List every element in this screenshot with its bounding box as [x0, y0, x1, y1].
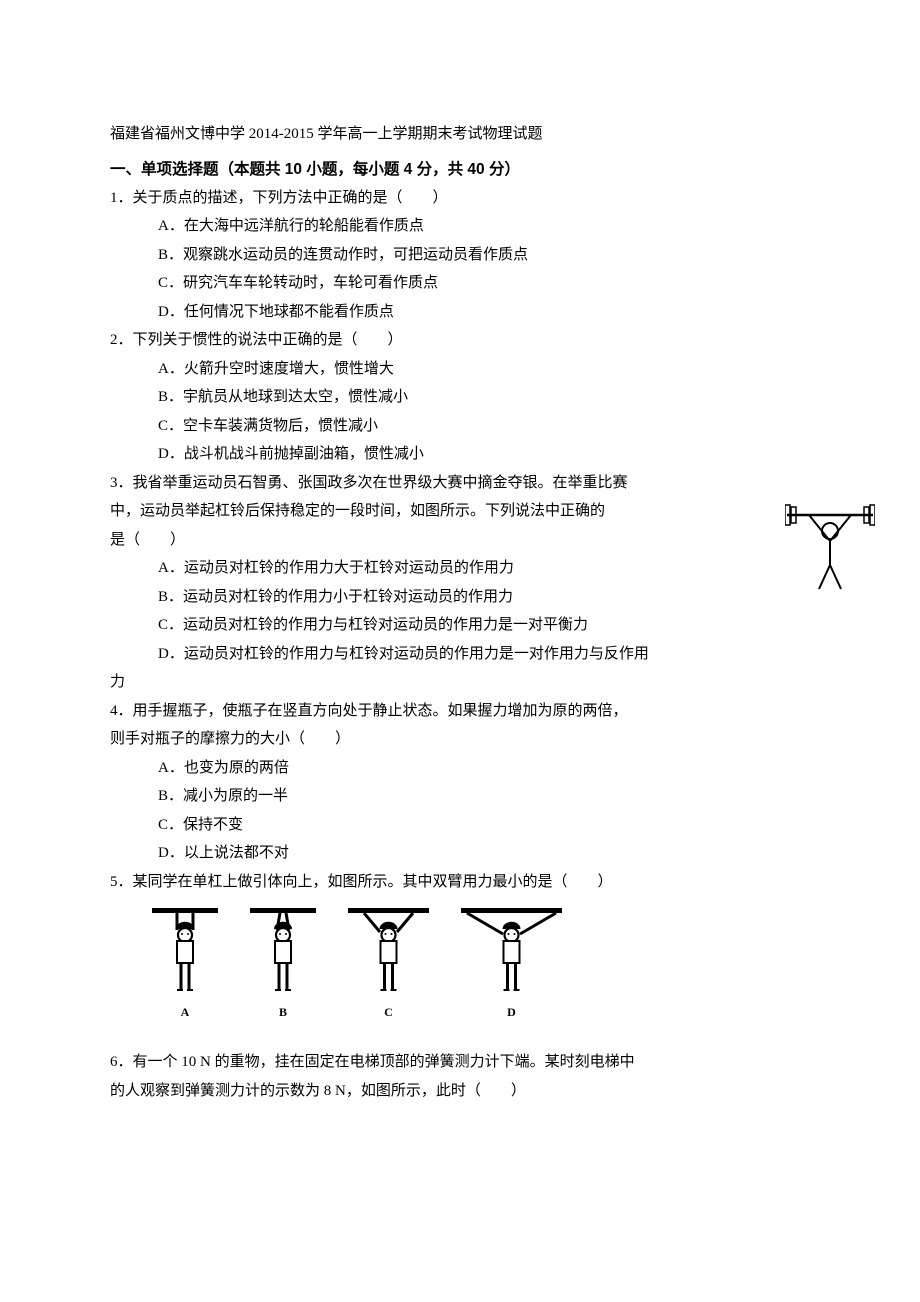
q4-option-c: C．保持不变 — [110, 811, 810, 840]
q3-option-d-line1: D．运动员对杠铃的作用力与杠铃对运动员的作用力是一对作用力与反作用 — [110, 640, 810, 669]
q2-option-b: B．宇航员从地球到达太空，惯性减小 — [110, 383, 810, 412]
q3-option-d-line2: 力 — [110, 668, 810, 697]
q3-stem-line1: 3．我省举重运动员石智勇、张国政多次在世界级大赛中摘金夺银。在举重比赛 — [110, 469, 810, 498]
exam-header: 福建省福州文博中学 2014-2015 学年高一上学期期末考试物理试题 — [110, 120, 810, 149]
q3-option-b: B．运动员对杠铃的作用力小于杠铃对运动员的作用力 — [110, 583, 810, 612]
q5-label-c: C — [384, 1001, 393, 1024]
q4-stem-line1: 4．用手握瓶子，使瓶子在竖直方向处于静止状态。如果握力增加为原的两倍， — [110, 697, 810, 726]
exam-page: 福建省福州文博中学 2014-2015 学年高一上学期期末考试物理试题 一、单项… — [0, 0, 920, 1165]
q2-option-a: A．火箭升空时速度增大，惯性增大 — [110, 355, 810, 384]
q2-option-d: D．战斗机战斗前抛掉副油箱，惯性减小 — [110, 440, 810, 469]
q5-label-d: D — [507, 1001, 516, 1024]
q2-option-c: C．空卡车装满货物后，惯性减小 — [110, 412, 810, 441]
q5-figure-c: C — [346, 902, 431, 1024]
q3-wrapper: 3．我省举重运动员石智勇、张国政多次在世界级大赛中摘金夺银。在举重比赛 中，运动… — [110, 469, 810, 555]
section-1-heading: 一、单项选择题（本题共 10 小题，每小题 4 分，共 40 分） — [110, 155, 810, 184]
q1-option-c: C．研究汽车车轮转动时，车轮可看作质点 — [110, 269, 810, 298]
q4-option-d: D．以上说法都不对 — [110, 839, 810, 868]
q5-stem: 5．某同学在单杠上做引体向上，如图所示。其中双臂用力最小的是（ ） — [110, 868, 810, 897]
q1-stem: 1．关于质点的描述，下列方法中正确的是（ ） — [110, 184, 810, 213]
q4-stem-line2: 则手对瓶子的摩擦力的大小（ ） — [110, 725, 810, 754]
q5-figure-a: A — [150, 902, 220, 1024]
spacer — [110, 1024, 810, 1048]
q1-option-b: B．观察跳水运动员的连贯动作时，可把运动员看作质点 — [110, 241, 810, 270]
weightlifter-icon — [785, 497, 875, 592]
q4-option-a: A．也变为原的两倍 — [110, 754, 810, 783]
q3-option-c: C．运动员对杠铃的作用力与杠铃对运动员的作用力是一对平衡力 — [110, 611, 810, 640]
q1-option-a: A．在大海中远洋航行的轮船能看作质点 — [110, 212, 810, 241]
q6-stem-line1: 6．有一个 10 N 的重物，挂在固定在电梯顶部的弹簧测力计下端。某时刻电梯中 — [110, 1048, 810, 1077]
q4-option-b: B．减小为原的一半 — [110, 782, 810, 811]
q3-stem-line2: 中，运动员举起杠铃后保持稳定的一段时间，如图所示。下列说法中正确的 — [110, 497, 810, 526]
q5-figure-b: B — [248, 902, 318, 1024]
q1-option-d: D．任何情况下地球都不能看作质点 — [110, 298, 810, 327]
q3-option-a: A．运动员对杠铃的作用力大于杠铃对运动员的作用力 — [110, 554, 810, 583]
q5-figure-d: D — [459, 902, 564, 1024]
q3-stem-line3: 是（ ） — [110, 526, 810, 555]
q6-stem-line2: 的人观察到弹簧测力计的示数为 8 N，如图所示，此时（ ） — [110, 1077, 810, 1106]
q5-label-b: B — [279, 1001, 287, 1024]
q2-stem: 2．下列关于惯性的说法中正确的是（ ） — [110, 326, 810, 355]
q5-figure-row: A B — [150, 902, 810, 1024]
q5-label-a: A — [181, 1001, 190, 1024]
